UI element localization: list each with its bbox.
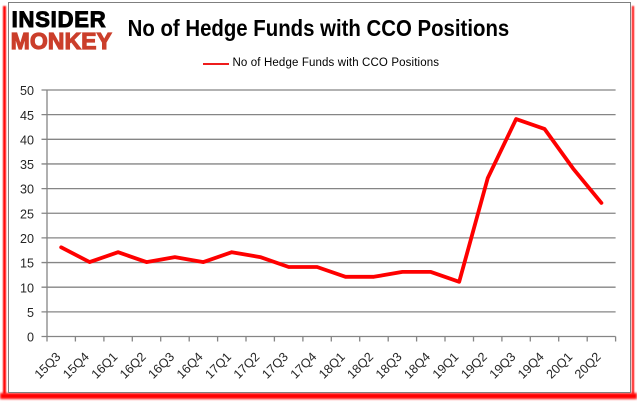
svg-text:15: 15 — [20, 257, 34, 271]
svg-text:15Q3: 15Q3 — [32, 350, 64, 382]
svg-text:16Q2: 16Q2 — [117, 350, 149, 382]
svg-text:20: 20 — [20, 232, 34, 246]
svg-text:50: 50 — [20, 84, 34, 98]
svg-text:16Q4: 16Q4 — [174, 350, 206, 382]
svg-text:45: 45 — [20, 109, 34, 123]
svg-text:40: 40 — [20, 133, 34, 147]
svg-text:19Q2: 19Q2 — [458, 350, 490, 382]
svg-text:10: 10 — [20, 281, 34, 295]
svg-text:5: 5 — [27, 306, 34, 320]
svg-text:19Q4: 19Q4 — [515, 350, 547, 382]
svg-text:20Q2: 20Q2 — [572, 350, 604, 382]
svg-text:17Q1: 17Q1 — [202, 350, 234, 382]
svg-text:15Q4: 15Q4 — [60, 350, 92, 382]
svg-text:16Q3: 16Q3 — [146, 350, 178, 382]
svg-text:25: 25 — [20, 207, 34, 221]
svg-text:19Q1: 19Q1 — [430, 350, 462, 382]
svg-text:16Q1: 16Q1 — [89, 350, 121, 382]
svg-text:18Q3: 18Q3 — [373, 350, 405, 382]
svg-text:18Q1: 18Q1 — [316, 350, 348, 382]
svg-text:0: 0 — [27, 331, 34, 345]
svg-text:20Q1: 20Q1 — [544, 350, 576, 382]
svg-text:17Q3: 17Q3 — [259, 350, 291, 382]
svg-text:17Q4: 17Q4 — [288, 350, 320, 382]
svg-text:30: 30 — [20, 183, 34, 197]
svg-text:19Q3: 19Q3 — [487, 350, 519, 382]
svg-text:35: 35 — [20, 158, 34, 172]
svg-text:17Q2: 17Q2 — [231, 350, 263, 382]
svg-text:18Q4: 18Q4 — [401, 350, 433, 382]
svg-text:18Q2: 18Q2 — [345, 350, 377, 382]
